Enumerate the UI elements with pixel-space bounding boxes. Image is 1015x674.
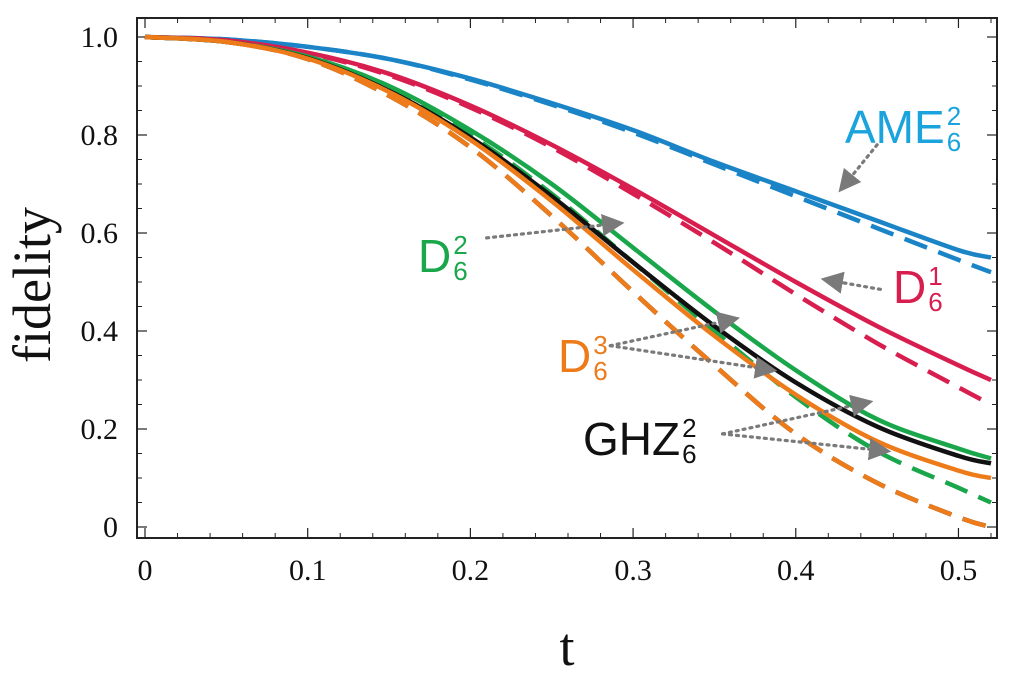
annotation-arrow-ghz <box>720 432 892 461</box>
curve-label-base: D <box>558 330 591 382</box>
series-line-d1-dashed <box>144 34 993 407</box>
curve-label-sub: 6 <box>453 256 467 286</box>
curve-label-sup: 2 <box>453 230 467 260</box>
y-tick-label: 0.2 <box>81 413 119 446</box>
series-line-d3-dashed <box>144 34 992 530</box>
y-tick-label: 0.6 <box>81 217 119 250</box>
x-tick-label: 0.5 <box>940 554 978 587</box>
x-axis-title: t <box>559 617 574 674</box>
annotation-arrow-ghz <box>720 394 874 436</box>
curve-label-ame: AME <box>845 101 945 153</box>
series-line-ame-dashed <box>144 34 992 275</box>
curve-label-d1: D <box>893 261 926 313</box>
x-tick-label: 0.4 <box>777 554 815 587</box>
annotation-arrow-d1 <box>820 271 882 294</box>
y-axis-title: fidelity <box>2 207 62 363</box>
curve-label-sup: 3 <box>593 330 607 360</box>
y-tick-label: 0 <box>103 511 118 544</box>
curve-label-sub: 6 <box>928 287 942 317</box>
plot-frame <box>136 17 998 539</box>
y-tick-label: 0.4 <box>81 315 119 348</box>
annotation-arrow-d3 <box>608 311 740 348</box>
series-layer <box>144 34 993 530</box>
curve-label-sub: 6 <box>947 127 961 157</box>
curve-label-sup: 2 <box>682 413 696 443</box>
x-tick-label: 0.3 <box>614 554 652 587</box>
curve-label-ghz: GHZ <box>583 413 680 465</box>
curve-label-d3: D <box>558 330 591 382</box>
annotation-arrow-ame <box>838 143 879 193</box>
curve-label-base: D <box>418 230 451 282</box>
annotation-arrow-d3 <box>608 344 778 379</box>
ticks-layer: 0 0.1 0.2 0.3 0.4 0.5 0 0.2 0.4 0.6 0.8 1.0 <box>81 18 997 587</box>
curve-label-sup: 1 <box>928 261 942 291</box>
x-tick-label: 0.2 <box>452 554 490 587</box>
curve-label-base: GHZ <box>583 413 680 465</box>
annotation-arrow-d2 <box>485 214 625 240</box>
curve-label-d2: D <box>418 230 451 282</box>
curve-label-sup: 2 <box>947 101 961 131</box>
curve-label-sub: 6 <box>593 356 607 386</box>
x-tick-label: 0 <box>138 554 153 587</box>
y-tick-label: 1.0 <box>81 21 119 54</box>
curve-label-base: D <box>893 261 926 313</box>
curve-label-base: AME <box>845 101 945 153</box>
x-tick-label: 0.1 <box>289 554 327 587</box>
curve-label-sub: 6 <box>682 439 696 469</box>
y-tick-label: 0.8 <box>81 119 119 152</box>
